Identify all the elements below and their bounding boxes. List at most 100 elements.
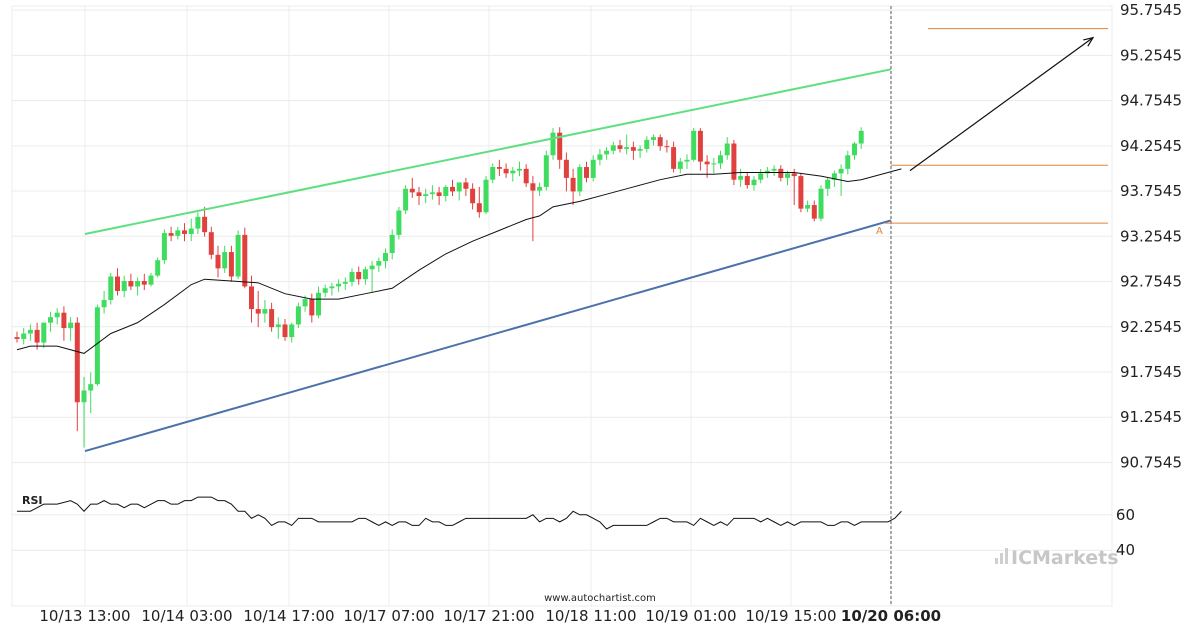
candle-down (249, 286, 254, 310)
candle-up (456, 182, 462, 192)
candle-up (429, 192, 435, 195)
candle-up (135, 281, 141, 287)
candle-up (336, 283, 342, 287)
point-a-label: A (876, 226, 883, 237)
candle-up (88, 384, 94, 391)
candle-down (168, 233, 174, 236)
candle-up (711, 163, 717, 165)
candle-up (517, 168, 522, 171)
candle-up (235, 234, 241, 277)
candle-down (450, 186, 455, 192)
candle-up (302, 299, 308, 307)
price-tick-label: 95.2545 (1120, 46, 1182, 64)
upper-trendline (84, 68, 892, 235)
candle-down (242, 234, 248, 287)
time-tick-label: 10/19 15:00 (745, 607, 836, 625)
candle-up (831, 173, 837, 180)
candle-down (704, 161, 710, 165)
time-tick-label: 10/17 21:00 (443, 607, 534, 625)
candle-down (228, 252, 234, 277)
candle-up (651, 137, 656, 140)
candle-down (530, 183, 536, 191)
candle-up (342, 281, 348, 284)
candle-down (697, 130, 703, 162)
candle-up (316, 292, 321, 316)
candle-up (590, 159, 596, 178)
candle-down (671, 147, 677, 169)
candle-down (798, 176, 804, 209)
price-tick-label: 94.2545 (1120, 137, 1182, 155)
candle-up (48, 317, 53, 323)
price-tick-label: 91.7545 (1120, 363, 1182, 381)
candle-up (275, 324, 281, 328)
rsi-tick-label: 40 (1116, 541, 1135, 559)
candle-up (858, 130, 864, 144)
candle-down (128, 281, 134, 287)
candle-up (624, 147, 630, 149)
forecast-arrow-line (909, 37, 1094, 172)
candle-down (182, 230, 187, 234)
price-tick-label: 92.2545 (1120, 318, 1182, 336)
candle-down (463, 182, 469, 189)
price-tick-label: 94.7545 (1120, 92, 1182, 110)
candle-up (155, 260, 161, 276)
candle-up (543, 155, 549, 187)
candle-up (423, 194, 429, 196)
candle-down (503, 168, 509, 174)
candle-down (563, 159, 569, 178)
candle-down (657, 137, 663, 147)
candle-down (215, 254, 221, 269)
forecast-arrow-head (1083, 36, 1095, 47)
candle-down (630, 147, 636, 151)
candle-up (718, 155, 723, 164)
candle-down (476, 203, 482, 213)
candle-up (376, 261, 382, 266)
candle-down (664, 146, 670, 148)
candle-down (202, 216, 208, 233)
candle-down (617, 145, 623, 149)
candle-up (21, 333, 27, 339)
brand-logo: ICMarkets (995, 547, 1119, 569)
candle-up (362, 269, 368, 280)
candle-down (523, 168, 529, 184)
candle-down (791, 173, 797, 177)
candle-up (329, 286, 335, 289)
price-tick-label: 95.7545 (1120, 1, 1182, 19)
candle-down (409, 188, 415, 193)
lower-trendline (84, 219, 892, 453)
candle-up (396, 210, 402, 235)
time-tick-label: 10/14 17:00 (243, 607, 334, 625)
price-axis: 95.7545 95.2545 94.7545 94.2545 93.7545 93.25… (1120, 1, 1182, 471)
candle-down (255, 309, 261, 314)
candle-up (818, 188, 824, 219)
candle-down (141, 281, 147, 285)
candle-down (570, 177, 576, 192)
candle-down (14, 337, 20, 339)
candle-up (738, 176, 744, 180)
grid (11, 5, 1113, 607)
candle-down (744, 176, 750, 186)
candle-up (349, 271, 355, 282)
time-axis: 10/13 13:00 10/14 03:00 10/14 17:00 10/17 0… (39, 607, 941, 625)
candles-layer (14, 127, 864, 448)
candle-up (148, 275, 154, 285)
candle-up (597, 154, 603, 160)
candle-up (289, 324, 295, 338)
rsi-title: RSI (22, 494, 43, 507)
candle-down (61, 312, 67, 329)
candle-up (771, 168, 777, 171)
candle-down (416, 192, 422, 196)
price-tick-label: 92.7545 (1120, 273, 1182, 291)
candle-up (758, 173, 764, 180)
candle-down (470, 188, 476, 204)
candle-up (101, 300, 107, 308)
candle-down (282, 324, 288, 338)
time-tick-label: 10/19 01:00 (645, 607, 736, 625)
candle-up (68, 322, 74, 329)
candle-up (724, 143, 730, 156)
candle-up (322, 288, 328, 293)
time-tick-label: 10/18 11:00 (545, 607, 636, 625)
candle-down (34, 329, 40, 343)
candle-up (483, 179, 489, 213)
